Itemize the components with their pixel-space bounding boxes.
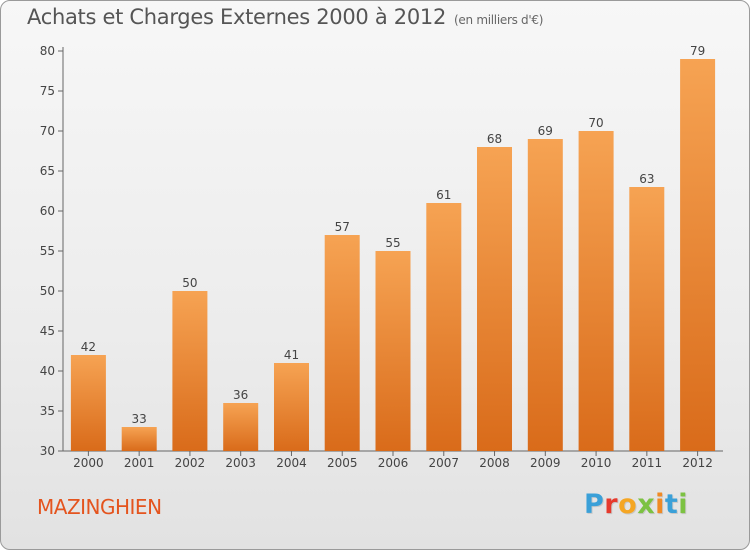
x-tick-label: 2002 bbox=[175, 456, 206, 470]
bar bbox=[629, 187, 665, 451]
brand-letter: x bbox=[637, 489, 656, 520]
data-label: 69 bbox=[538, 124, 553, 138]
data-label: 63 bbox=[639, 172, 654, 186]
bar bbox=[375, 251, 411, 451]
chart-title-text: Achats et Charges Externes 2000 à 2012 bbox=[27, 5, 447, 29]
y-tick-label: 55 bbox=[40, 244, 55, 258]
brand-letter: P bbox=[584, 489, 605, 520]
y-tick-label: 30 bbox=[40, 444, 55, 458]
data-label: 79 bbox=[690, 44, 705, 58]
chart-title: Achats et Charges Externes 2000 à 2012 (e… bbox=[27, 5, 543, 29]
bar bbox=[324, 235, 360, 451]
y-tick-label: 40 bbox=[40, 364, 55, 378]
x-tick-label: 2007 bbox=[428, 456, 459, 470]
x-tick-label: 2008 bbox=[479, 456, 510, 470]
town-name: MAZINGHIEN bbox=[37, 495, 162, 519]
bar bbox=[121, 427, 157, 451]
data-label: 42 bbox=[81, 340, 96, 354]
bar bbox=[426, 203, 462, 451]
y-tick-label: 50 bbox=[40, 284, 55, 298]
bar bbox=[527, 139, 563, 451]
brand-letter: i bbox=[678, 489, 689, 520]
bar bbox=[477, 147, 512, 451]
data-label: 68 bbox=[487, 132, 502, 146]
data-label: 50 bbox=[182, 276, 197, 290]
bar bbox=[578, 131, 614, 451]
bar bbox=[274, 363, 309, 451]
brand-letter: r bbox=[604, 489, 619, 520]
chart-unit: (en milliers d'€) bbox=[454, 13, 544, 27]
x-tick-label: 2006 bbox=[378, 456, 409, 470]
x-tick-label: 2000 bbox=[73, 456, 104, 470]
bar bbox=[680, 59, 716, 451]
brand-letter: o bbox=[618, 489, 638, 520]
brand-letter: t bbox=[664, 489, 679, 520]
x-tick-label: 2003 bbox=[225, 456, 256, 470]
x-tick-label: 2012 bbox=[682, 456, 713, 470]
data-label: 57 bbox=[335, 220, 350, 234]
y-tick-label: 60 bbox=[40, 204, 55, 218]
y-tick-label: 35 bbox=[40, 404, 55, 418]
x-tick-label: 2009 bbox=[530, 456, 561, 470]
data-label: 55 bbox=[385, 236, 400, 250]
x-tick-label: 2004 bbox=[276, 456, 307, 470]
data-label: 41 bbox=[284, 348, 299, 362]
data-label: 36 bbox=[233, 388, 248, 402]
x-tick-label: 2010 bbox=[581, 456, 612, 470]
data-label: 70 bbox=[588, 116, 603, 130]
bar bbox=[70, 355, 106, 451]
bar bbox=[172, 291, 208, 451]
y-tick-label: 45 bbox=[40, 324, 55, 338]
x-tick-label: 2001 bbox=[124, 456, 155, 470]
y-tick-label: 65 bbox=[40, 164, 55, 178]
y-tick-label: 80 bbox=[40, 44, 55, 58]
x-tick-label: 2005 bbox=[327, 456, 358, 470]
data-label: 61 bbox=[436, 188, 451, 202]
data-label: 33 bbox=[132, 412, 147, 426]
y-tick-label: 75 bbox=[40, 84, 55, 98]
brand-letter: i bbox=[655, 489, 665, 520]
y-tick-label: 70 bbox=[40, 124, 55, 138]
proxiti-logo[interactable]: Proxiti bbox=[584, 489, 688, 520]
x-tick-label: 2011 bbox=[632, 456, 663, 470]
bar bbox=[223, 403, 259, 451]
